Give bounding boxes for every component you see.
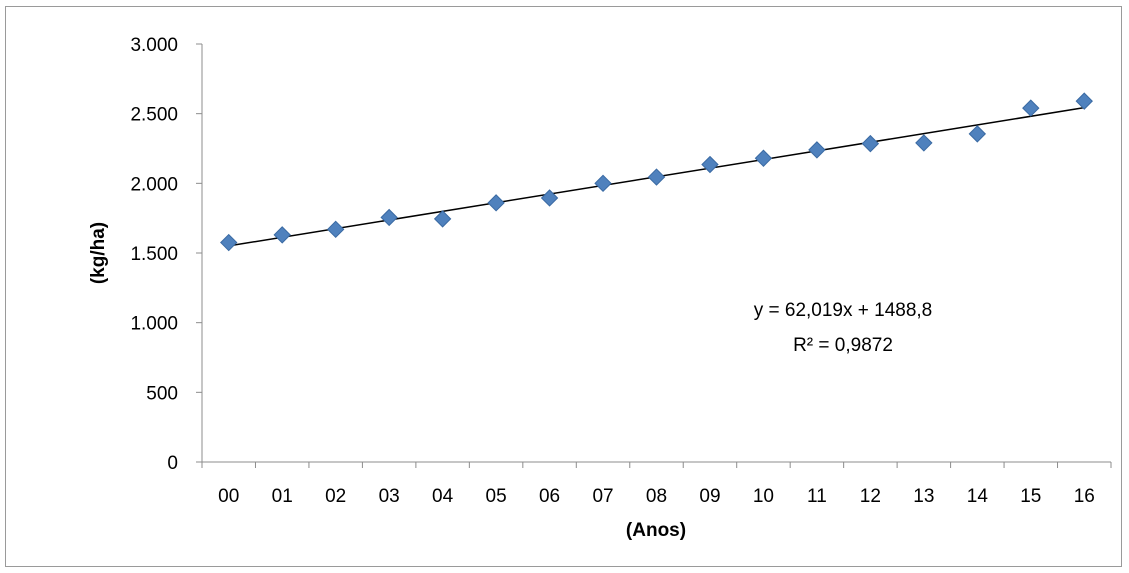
data-point	[647, 168, 666, 186]
y-tick-label: 2.000	[130, 174, 178, 195]
y-tick-label: 0	[167, 453, 178, 474]
data-point	[540, 189, 559, 207]
data-point	[433, 210, 452, 228]
x-tick-label: 13	[913, 486, 934, 507]
data-point	[754, 149, 773, 167]
x-tick-label: 02	[325, 486, 346, 507]
y-tick-label: 3.000	[130, 35, 178, 56]
data-point	[380, 208, 398, 227]
data-point	[273, 226, 291, 244]
chart-frame	[5, 6, 1122, 567]
y-tick-label: 500	[146, 383, 178, 404]
x-axis-title: (Anos)	[626, 520, 686, 541]
data-point	[220, 233, 238, 252]
y-axis-title: (kg/ha)	[88, 222, 109, 284]
data-point	[968, 125, 987, 143]
trendline-equation: y = 62,019x + 1488,8	[754, 300, 933, 321]
x-tick-label: 14	[967, 486, 989, 507]
data-point	[1075, 92, 1093, 110]
data-point	[808, 141, 826, 159]
x-tick-label: 00	[218, 486, 239, 507]
data-point	[701, 155, 719, 174]
data-point	[915, 134, 933, 152]
data-point	[861, 134, 880, 153]
x-tick-label: 10	[753, 486, 774, 507]
x-tick-label: 15	[1020, 486, 1041, 507]
x-tick-label: 03	[379, 486, 400, 507]
x-tick-label: 01	[272, 486, 293, 507]
y-tick-label: 1.000	[130, 314, 178, 335]
y-tick-label: 2.500	[130, 105, 178, 126]
data-point	[487, 194, 505, 212]
x-tick-label: 05	[486, 486, 507, 507]
y-axis: 0 500 1.000 1.500 2.000 2.500 3.000	[130, 35, 203, 474]
x-tick-label: 08	[646, 486, 667, 507]
data-point	[594, 174, 612, 193]
data-point	[1022, 99, 1040, 117]
data-point	[326, 220, 345, 239]
x-tick-label: 07	[592, 486, 613, 507]
x-tick-label: 12	[860, 486, 881, 507]
x-tick-label: 09	[699, 486, 720, 507]
x-tick-label: 11	[807, 486, 827, 507]
data-points	[220, 92, 1093, 252]
x-axis: 00 01 02 03 04 05 06 07 08 09 10 11 12 13 14 15 16	[201, 461, 1112, 507]
trendline-r-squared: R² = 0,9872	[793, 335, 893, 356]
x-tick-label: 16	[1074, 486, 1095, 507]
x-tick-label: 06	[539, 486, 560, 507]
y-tick-label: 1.500	[130, 244, 178, 265]
x-tick-label: 04	[432, 486, 454, 507]
